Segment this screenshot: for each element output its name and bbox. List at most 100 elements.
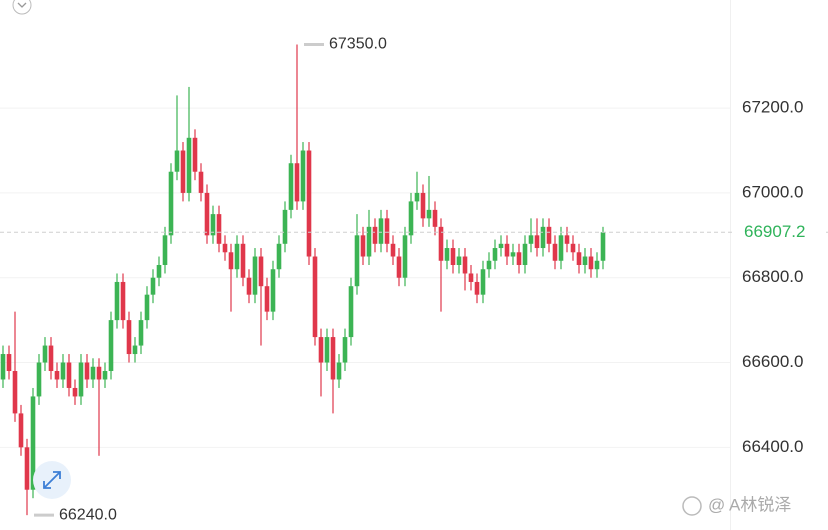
candle-body xyxy=(318,337,324,363)
candle-body xyxy=(6,354,12,371)
candle-body xyxy=(42,345,48,363)
candle-body xyxy=(96,366,102,380)
candle-body xyxy=(468,273,474,282)
candle-body xyxy=(168,171,174,236)
candle-body xyxy=(546,226,552,244)
candle-body xyxy=(186,137,192,193)
candle-body xyxy=(582,256,588,265)
candle-body xyxy=(270,269,276,312)
candle-body xyxy=(174,150,180,172)
candle-body xyxy=(426,209,432,219)
candle-body xyxy=(378,218,384,244)
y-tick-label: 67200.0 xyxy=(742,98,803,117)
candle-body xyxy=(450,248,456,265)
candle-body xyxy=(90,366,96,380)
candle-body xyxy=(504,243,510,257)
candle-body xyxy=(306,150,312,257)
candle-body xyxy=(558,235,564,261)
candle-body xyxy=(570,243,576,253)
y-tick-label: 66400.0 xyxy=(742,437,803,456)
candle-body xyxy=(564,235,570,244)
candle-body xyxy=(354,235,360,287)
candle-body xyxy=(276,243,282,270)
candle-body xyxy=(402,235,408,278)
candle-body xyxy=(162,235,168,265)
candle-body xyxy=(600,232,606,261)
candle-body xyxy=(264,286,270,312)
last-price-box xyxy=(734,220,826,245)
candle-body xyxy=(534,235,540,249)
candle-body xyxy=(336,362,342,380)
candle-body xyxy=(552,243,558,261)
candle-body xyxy=(234,243,240,270)
candle-body xyxy=(228,252,234,270)
candle-body xyxy=(252,256,258,295)
expand-button[interactable] xyxy=(33,461,71,499)
candle-body xyxy=(360,235,366,257)
candle-body xyxy=(516,252,522,265)
candle-body xyxy=(474,281,480,295)
y-tick-label: 66800.0 xyxy=(742,267,803,286)
candle-body xyxy=(456,256,462,265)
candle-body xyxy=(108,320,114,371)
candle-body xyxy=(144,294,150,321)
watermark: @ A林锐泽 xyxy=(682,495,791,516)
candle-body xyxy=(420,192,426,219)
candle-body xyxy=(126,320,132,355)
candle-body xyxy=(240,243,246,278)
watermark-text: @ A林锐泽 xyxy=(708,495,791,514)
candle-body xyxy=(480,269,486,295)
candle-body xyxy=(510,252,516,257)
candle-body xyxy=(54,371,60,380)
candle-body xyxy=(180,150,186,193)
candle-body xyxy=(132,345,138,355)
expand-arrows[interactable] xyxy=(43,471,61,489)
candle-body xyxy=(204,192,210,236)
candle-body xyxy=(66,362,72,388)
candle-body xyxy=(366,226,372,257)
collapse-icon[interactable] xyxy=(12,0,32,15)
candle-body xyxy=(138,320,144,346)
candle-body xyxy=(294,163,300,202)
candle-body xyxy=(246,277,252,295)
candle-body xyxy=(462,256,468,274)
last-price-label: 66907.2 xyxy=(744,222,805,241)
candle-body xyxy=(210,214,216,236)
candle-body xyxy=(114,281,120,321)
candle-body xyxy=(150,277,156,295)
candle-body xyxy=(414,192,420,202)
watermark-icon xyxy=(682,496,702,516)
candle-body xyxy=(282,209,288,244)
candle-body xyxy=(102,371,108,380)
candle-body xyxy=(192,137,198,172)
candle-body xyxy=(60,362,66,380)
candle-body xyxy=(222,243,228,253)
candle-body xyxy=(528,235,534,244)
candle-body xyxy=(36,362,42,397)
y-tick-label: 66600.0 xyxy=(742,352,803,371)
candle-body xyxy=(12,371,18,414)
candle-body xyxy=(0,354,6,380)
candle-body xyxy=(384,218,390,244)
candle-body xyxy=(342,337,348,363)
candle-body xyxy=(594,260,600,270)
candle-body xyxy=(372,226,378,244)
candle-body xyxy=(348,286,354,338)
candle-body xyxy=(120,281,126,321)
candle-body xyxy=(18,413,24,448)
candle-body xyxy=(492,248,498,261)
candle-body xyxy=(396,256,402,278)
candle-body xyxy=(78,362,84,397)
collapse-chevron[interactable] xyxy=(17,2,27,8)
candle-body xyxy=(300,150,306,202)
candle-body xyxy=(330,337,336,380)
candle-body xyxy=(498,243,504,249)
candle-body xyxy=(588,256,594,270)
candle-body xyxy=(288,163,294,210)
candle-body xyxy=(48,345,54,371)
candle-body xyxy=(258,256,264,287)
candle-body xyxy=(324,337,330,363)
candle-body xyxy=(444,248,450,261)
candle-body xyxy=(156,265,162,278)
